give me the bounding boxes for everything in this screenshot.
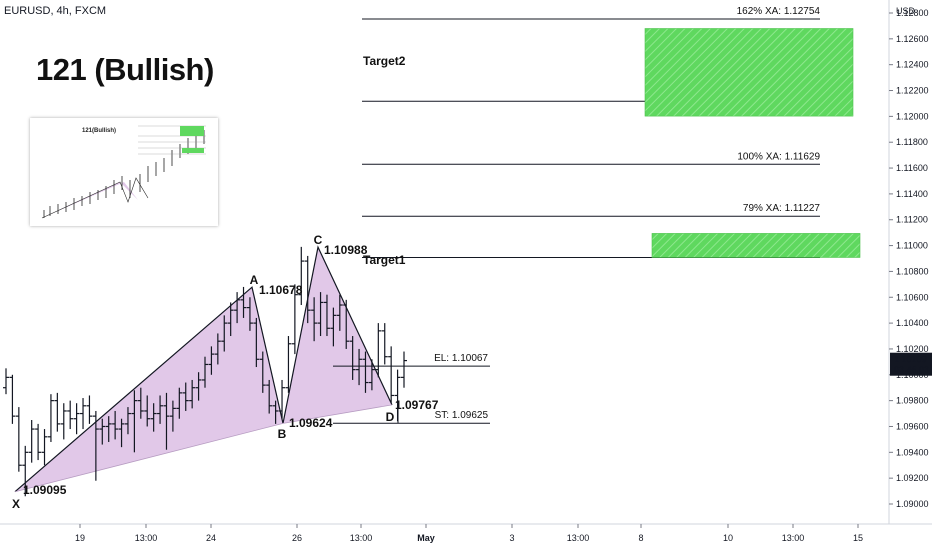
pattern-xab-fill	[15, 287, 283, 492]
y-tick-label: 1.11200	[896, 215, 928, 225]
x-tick-label: 24	[206, 533, 216, 543]
xa-level-label: 100% XA: 1.11629	[737, 151, 820, 162]
y-tick-label: 1.12800	[896, 8, 929, 18]
point-c-letter: C	[314, 233, 323, 247]
x-tick-label: 13:00	[135, 533, 158, 543]
thumbnail-title: 121(Bullish)	[82, 128, 117, 134]
point-b-value: 1.09624	[289, 416, 333, 430]
target-label: Target1	[363, 253, 406, 267]
y-tick-label: 1.09600	[896, 421, 929, 431]
x-tick-label: 19	[75, 533, 85, 543]
x-tick-label: 13:00	[782, 533, 805, 543]
y-tick-label: 1.11800	[896, 137, 928, 147]
pattern-thumbnail: 121(Bullish)	[30, 118, 218, 226]
y-tick-label: 1.10200	[896, 344, 929, 354]
xa-level-label: 162% XA: 1.12754	[737, 6, 821, 17]
y-tick-label: 1.12000	[896, 111, 929, 121]
pattern-bcd-fill	[283, 247, 392, 424]
y-tick-label: 1.09000	[896, 499, 929, 509]
y-tick-label: 1.11000	[896, 241, 928, 251]
x-tick-label: 10	[723, 533, 733, 543]
y-tick-label: 1.12400	[896, 60, 929, 70]
y-tick-label: 1.09200	[896, 473, 929, 483]
current-price-text: 1.10109	[894, 355, 927, 365]
stop-label: ST: 1.09625	[435, 410, 489, 421]
countdown-text: 03:46:03	[894, 365, 929, 375]
xa-level-label: 79% XA: 1.11227	[743, 203, 821, 214]
currency-label: USD	[896, 6, 916, 16]
y-tick-label: 1.09400	[896, 447, 929, 457]
y-tick-label: 1.11400	[896, 189, 928, 199]
y-tick-label: 1.10400	[896, 318, 929, 328]
x-tick-label: 13:00	[350, 533, 373, 543]
point-x-value: 1.09095	[23, 483, 67, 497]
point-c-value: 1.10988	[324, 243, 368, 257]
x-tick-label: 3	[509, 533, 514, 543]
point-x-letter: X	[12, 497, 20, 511]
pattern-bd-line	[282, 404, 393, 424]
y-tick-label: 1.10600	[896, 292, 929, 302]
target-zone	[651, 233, 861, 258]
point-a-value: 1.10678	[259, 283, 303, 297]
y-tick-label: 1.12200	[896, 86, 929, 96]
x-tick-label: May	[417, 533, 435, 543]
target-label: Target2	[363, 54, 406, 68]
x-tick-label: 26	[292, 533, 302, 543]
chart-title: 121 (Bullish)	[36, 52, 214, 87]
x-tick-label: 8	[638, 533, 643, 543]
entry-label: EL: 1.10067	[434, 353, 488, 364]
pattern-xb-line	[14, 422, 284, 493]
point-a-letter: A	[250, 273, 259, 287]
y-tick-label: 1.10800	[896, 266, 929, 276]
point-d-letter: D	[386, 410, 395, 424]
x-tick-label: 15	[853, 533, 863, 543]
target-zone	[644, 28, 854, 117]
y-tick-label: 1.11600	[896, 163, 928, 173]
current-price-badge	[890, 352, 932, 376]
y-tick-label: 1.12600	[896, 34, 929, 44]
symbol-label: EURUSD, 4h, FXCM	[4, 5, 107, 17]
point-b-letter: B	[278, 427, 287, 441]
thumbnail-chart	[41, 125, 206, 219]
x-tick-label: 13:00	[567, 533, 590, 543]
y-tick-label: 1.09800	[896, 396, 929, 406]
point-d-value: 1.09767	[395, 398, 439, 412]
